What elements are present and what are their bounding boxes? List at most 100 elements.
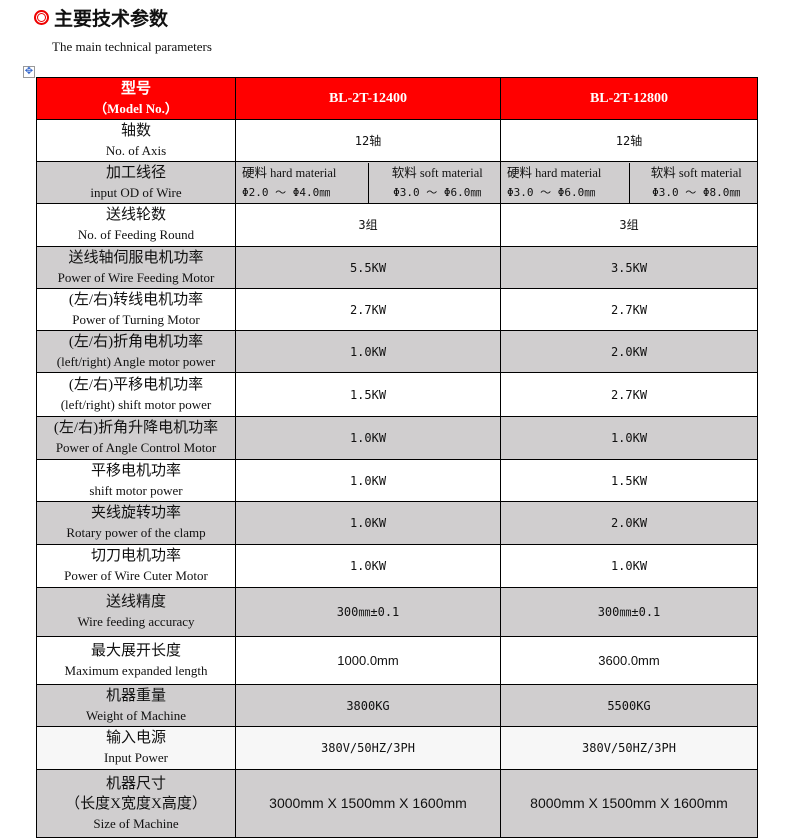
row-label-cn: (左/右)折角电机功率: [68, 333, 204, 350]
header-model-en: （Model No.）: [94, 100, 178, 116]
value-text: 3800KG: [346, 698, 390, 713]
value-cell: 5.5KW: [235, 246, 501, 289]
value-cell: 3800KG: [235, 684, 501, 727]
row-label-cell: 机器尺寸 （长度X宽度X高度） Size of Machine: [36, 769, 236, 838]
row-label-cn: 平移电机功率: [90, 462, 181, 479]
row-label-en: Power of Wire Feeding Motor: [57, 269, 215, 285]
material-label: 硬料 hard material: [242, 165, 337, 180]
value-cell: 1.5KW: [235, 372, 501, 417]
row-label-en: Maximum expanded length: [64, 662, 208, 678]
value-cell: 1.0KW: [235, 544, 501, 588]
row-label-en: Input Power: [104, 750, 168, 765]
table-row: (左/右)平移电机功率 (left/right) shift motor powe…: [36, 372, 758, 417]
value-cell: 1.0KW: [235, 330, 501, 373]
split-cell: 硬料 hard material Φ3.0 ～ Φ6.0㎜ 软料 soft mate…: [501, 162, 758, 203]
row-label-cell: 夹线旋转功率 Rotary power of the clamp: [36, 501, 236, 545]
value-cell: 1.0KW: [500, 544, 758, 588]
material-label: 硬料 hard material: [507, 165, 602, 180]
value-text: 5.5KW: [349, 260, 387, 275]
table-row: (左/右)折角升降电机功率 Power of Angle Control Moto…: [36, 416, 758, 460]
material-option: 软料 soft material Φ3.0 ～ Φ6.0㎜: [367, 162, 501, 203]
material-option: 硬料 hard material Φ3.0 ～ Φ6.0㎜: [501, 163, 629, 203]
row-label-cell: 机器重量 Weight of Machine: [36, 684, 236, 727]
row-label-en: No. of Axis: [105, 142, 167, 158]
row-label-cell: 平移电机功率 shift motor power: [36, 459, 236, 502]
header-model-cn: 型号: [120, 80, 151, 97]
spec-table: 型号 （Model No.） BL-2T-12400 BL-2T-12800 轴数…: [36, 77, 758, 838]
value-text: 3组: [358, 218, 378, 232]
circle-bullet-icon: [34, 10, 49, 25]
value-text: 1.0KW: [610, 559, 648, 573]
material-range: Φ3.0 ～ Φ6.0㎜: [507, 185, 596, 199]
row-label-cn: (左/右)平移电机功率: [68, 376, 204, 393]
value-text: 2.7KW: [349, 302, 387, 317]
value-text: 1.0KW: [349, 344, 387, 359]
value-text: 380V/50HZ/3PH: [582, 741, 676, 755]
row-label-cn: 送线精度: [105, 594, 166, 610]
table-row: (左/右)转线电机功率 Power of Turning Motor 2.7KW 2.…: [36, 288, 758, 331]
value-cell: 5500KG: [500, 684, 758, 727]
row-label-cn: 机器尺寸: [105, 775, 166, 792]
row-label-cell: 加工线径 input OD of Wire: [36, 161, 236, 204]
value-text: 8000mm X 1500mm X 1600mm: [530, 795, 728, 811]
table-row: (左/右)折角电机功率 (left/right) Angle motor powe…: [36, 330, 758, 373]
row-label-en: Power of Angle Control Motor: [55, 440, 217, 455]
value-text: 3000mm X 1500mm X 1600mm: [269, 795, 467, 811]
material-range: Φ3.0 ～ Φ8.0㎜: [652, 185, 741, 199]
value-text: 1.5KW: [349, 387, 387, 402]
value-cell: 2.0KW: [500, 330, 758, 373]
value-cell: 2.7KW: [500, 288, 758, 331]
row-label-cn: 切刀电机功率: [90, 548, 181, 564]
row-label-en: (left/right) Angle motor power: [56, 353, 216, 369]
value-text: 3.5KW: [610, 260, 648, 275]
row-label-cn: (左/右)转线电机功率: [68, 291, 204, 308]
value-text: 1.5KW: [610, 473, 648, 488]
table-row: 机器尺寸 （长度X宽度X高度） Size of Machine 3000mm X 15…: [36, 769, 758, 838]
value-text: 2.7KW: [610, 302, 648, 317]
value-cell: 3000mm X 1500mm X 1600mm: [235, 769, 501, 838]
value-cell: 1.5KW: [500, 459, 758, 502]
value-text: 5500KG: [607, 698, 651, 713]
split-cell: 硬料 hard material Φ2.0 ～ Φ4.0㎜ 软料 soft mate…: [236, 162, 501, 203]
header-model-2: BL-2T-12800: [500, 77, 758, 120]
header-model-cell: 型号 （Model No.）: [36, 77, 236, 120]
table-row: 轴数 No. of Axis 12轴 12轴: [36, 119, 758, 162]
value-cell: 2.0KW: [500, 501, 758, 545]
row-label-en: (left/right) shift motor power: [60, 396, 212, 412]
row-label-cell: 送线轴伺服电机功率 Power of Wire Feeding Motor: [36, 246, 236, 289]
row-label-cn: (左/右)折角升降电机功率: [53, 420, 219, 436]
value-cell: 3.5KW: [500, 246, 758, 289]
row-label-cell: (左/右)转线电机功率 Power of Turning Motor: [36, 288, 236, 331]
header-model-1: BL-2T-12400: [235, 77, 501, 120]
row-label-cn: 输入电源: [105, 730, 166, 746]
value-cell: 1000.0mm: [235, 636, 501, 685]
row-label-en: shift motor power: [89, 482, 183, 498]
value-cell: 1.0KW: [235, 501, 501, 545]
table-row: 切刀电机功率 Power of Wire Cuter Motor 1.0KW 1.0K…: [36, 544, 758, 588]
value-cell: 硬料 hard material Φ3.0 ～ Φ6.0㎜ 软料 soft mate…: [500, 161, 758, 204]
row-label-cell: 轴数 No. of Axis: [36, 119, 236, 162]
row-label-cell: 切刀电机功率 Power of Wire Cuter Motor: [36, 544, 236, 588]
row-label-cn-sub: （长度X宽度X高度）: [65, 795, 207, 812]
row-label-cn: 机器重量: [105, 687, 166, 704]
material-range: Φ3.0 ～ Φ6.0㎜: [393, 185, 482, 199]
value-cell: 2.7KW: [500, 372, 758, 417]
table-row: 送线轮数 No. of Feeding Round 3组 3组: [36, 203, 758, 247]
value-text: 2.7KW: [610, 387, 648, 402]
value-text: 1.0KW: [349, 559, 387, 573]
row-label-en: No. of Feeding Round: [77, 227, 195, 242]
material-option: 软料 soft material Φ3.0 ～ Φ8.0㎜: [628, 162, 758, 203]
row-label-cell: (左/右)折角电机功率 (left/right) Angle motor powe…: [36, 330, 236, 373]
value-text: 12轴: [354, 133, 382, 148]
value-cell: 1.0KW: [235, 459, 501, 502]
value-text: 1000.0mm: [337, 652, 399, 668]
value-text: 1.0KW: [610, 431, 648, 445]
row-label-cn: 轴数: [120, 122, 151, 139]
value-text: 300㎜±0.1: [336, 605, 400, 619]
section-subtitle: The main technical parameters: [52, 39, 212, 54]
row-label-cn: 送线轮数: [105, 207, 166, 223]
table-move-handle-icon[interactable]: ✥: [23, 66, 35, 78]
value-cell: 1.0KW: [500, 416, 758, 460]
value-text: 12轴: [615, 133, 643, 148]
row-label-en: Wire feeding accuracy: [77, 614, 195, 629]
